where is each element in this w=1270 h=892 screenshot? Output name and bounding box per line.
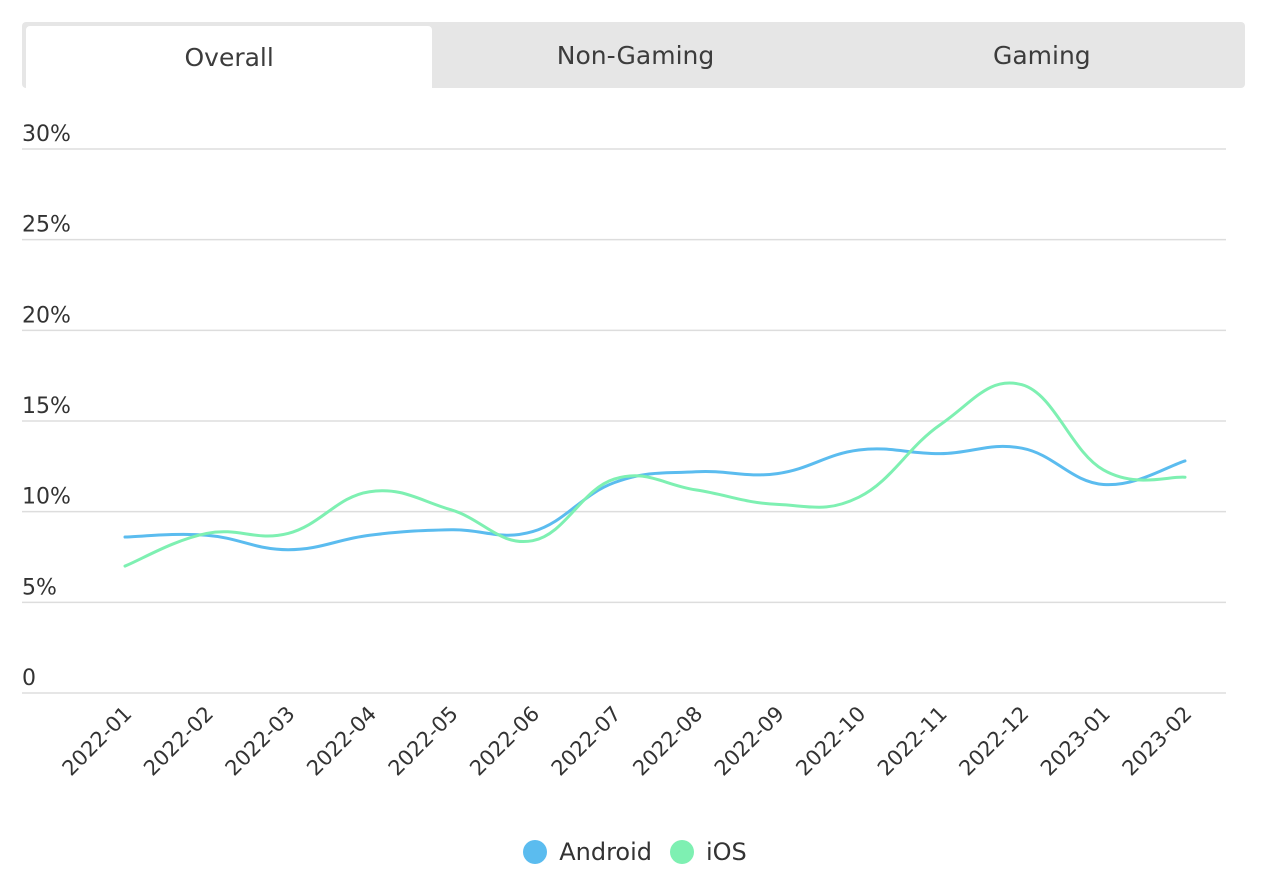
y-tick-label: 0: [22, 666, 36, 691]
android-series-line: [123, 444, 1187, 552]
x-tick-label: 2022-02: [139, 702, 218, 781]
x-tick-label: 2022-03: [221, 702, 300, 781]
tab-bar: Overall Non-Gaming Gaming: [22, 22, 1245, 88]
legend-label-android: Android: [559, 838, 652, 866]
x-tick-label: 2022-04: [302, 702, 381, 781]
x-tick-label: 2022-06: [465, 702, 544, 781]
x-tick-label: 2022-05: [384, 702, 463, 781]
y-tick-label: 5%: [22, 575, 57, 600]
x-tick-label: 2023-01: [1036, 702, 1115, 781]
x-tick-label: 2022-12: [954, 702, 1033, 781]
y-tick-label: 25%: [22, 213, 71, 238]
legend-label-ios: iOS: [706, 838, 747, 866]
legend-item-android[interactable]: Android: [523, 838, 652, 866]
tab-gaming[interactable]: Gaming: [992, 40, 1091, 70]
x-tick-label: 2022-08: [628, 702, 707, 781]
ios-series-line: [123, 381, 1187, 568]
tab-overall[interactable]: Overall: [26, 26, 433, 88]
legend-item-ios[interactable]: iOS: [670, 838, 747, 866]
x-tick-label: 2022-01: [58, 702, 137, 781]
grid-lines: [22, 148, 1226, 694]
android-dot-icon: [523, 840, 548, 864]
y-axis-ticks: 0 5% 10% 15% 20% 25% 30%: [22, 122, 71, 691]
y-tick-label: 10%: [22, 485, 71, 510]
y-tick-label: 15%: [22, 394, 71, 419]
series-lines: [123, 381, 1187, 568]
y-tick-label: 20%: [22, 303, 71, 328]
chart-legend: Android iOS: [0, 838, 1270, 866]
tab-non-gaming[interactable]: Non-Gaming: [556, 40, 715, 70]
x-tick-label: 2023-02: [1118, 702, 1197, 781]
x-tick-label: 2022-10: [791, 702, 870, 781]
ios-dot-icon: [670, 840, 694, 864]
x-tick-label: 2022-09: [710, 702, 789, 781]
y-tick-label: 30%: [22, 122, 71, 147]
x-tick-label: 2022-07: [547, 702, 626, 781]
x-tick-label: 2022-11: [873, 702, 952, 781]
x-axis-ticks: 2022-01 2022-02 2022-03 2022-04 2022-05 2022-…: [58, 702, 1197, 781]
